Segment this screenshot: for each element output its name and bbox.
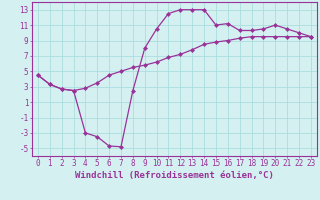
X-axis label: Windchill (Refroidissement éolien,°C): Windchill (Refroidissement éolien,°C): [75, 171, 274, 180]
